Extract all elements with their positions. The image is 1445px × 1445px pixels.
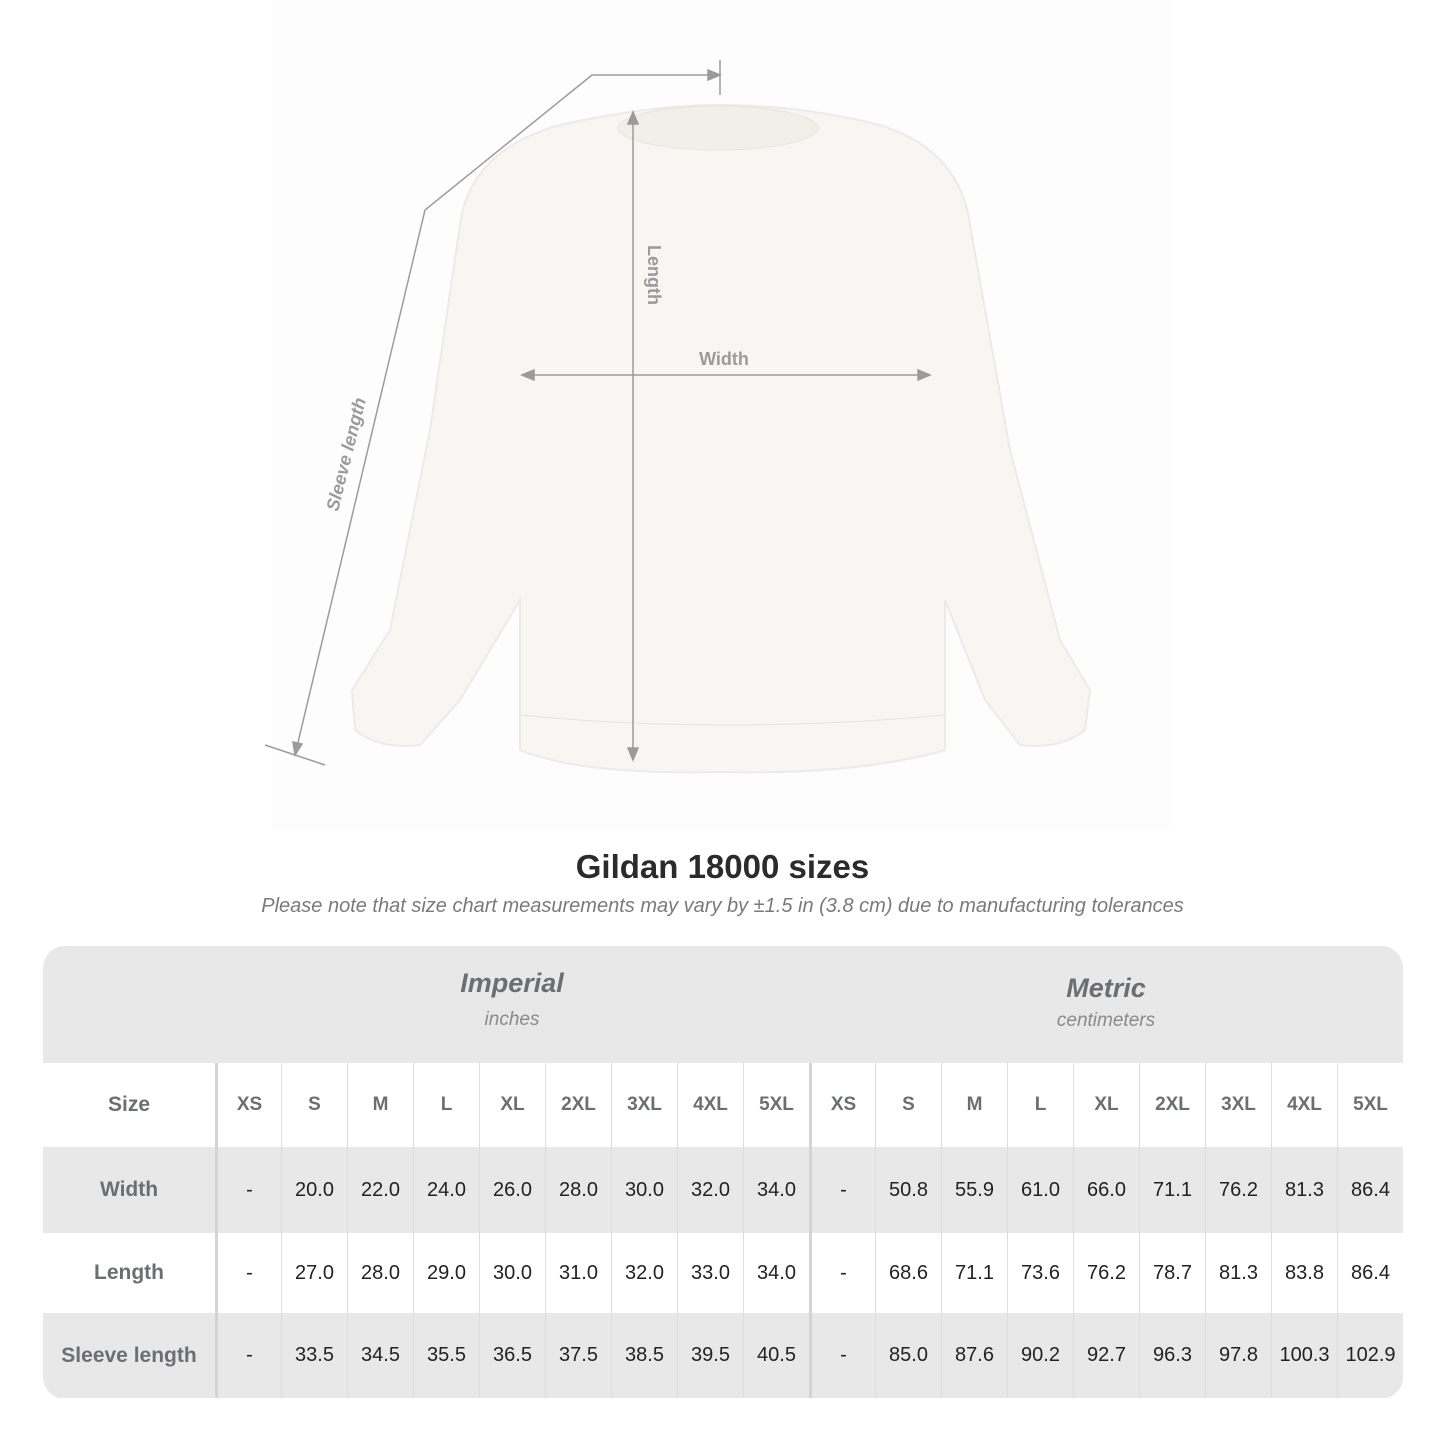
imperial-value-cell: 20.0 <box>281 1147 347 1233</box>
metric-value-cell: 76.2 <box>1205 1147 1271 1233</box>
imperial-size-header: 5XL <box>743 1063 809 1147</box>
imperial-size-header: S <box>281 1063 347 1147</box>
imperial-size-header: 3XL <box>611 1063 677 1147</box>
metric-size-header: 2XL <box>1139 1063 1205 1147</box>
imperial-size-header: 4XL <box>677 1063 743 1147</box>
imperial-value-cell: 33.5 <box>281 1313 347 1398</box>
imperial-value-cell: 33.0 <box>677 1233 743 1313</box>
metric-value-cell: 87.6 <box>941 1313 1007 1398</box>
metric-value-cell: 73.6 <box>1007 1233 1073 1313</box>
metric-value-cell: 96.3 <box>1139 1313 1205 1398</box>
imperial-size-header: M <box>347 1063 413 1147</box>
imperial-value-cell: 36.5 <box>479 1313 545 1398</box>
metric-value-cell: 86.4 <box>1337 1147 1403 1233</box>
imperial-value-cell: 32.0 <box>677 1147 743 1233</box>
imperial-value-cell: 40.5 <box>743 1313 809 1398</box>
metric-value-cell: 100.3 <box>1271 1313 1337 1398</box>
sweatshirt-image <box>350 103 1092 774</box>
imperial-value-cell: 24.0 <box>413 1147 479 1233</box>
table-row: Sleeve length -33.5 34.5 35.5 36.5 37.5 38.5 39… <box>43 1313 1403 1398</box>
metric-value-cell: 78.7 <box>1139 1233 1205 1313</box>
metric-value-cell: 90.2 <box>1007 1313 1073 1398</box>
metric-title: Metric <box>1066 973 1146 1003</box>
imperial-value-cell: 37.5 <box>545 1313 611 1398</box>
imperial-value-cell: 34.0 <box>743 1147 809 1233</box>
sweatshirt-illustration: Length Width Sleeve length <box>264 60 1092 774</box>
imperial-value-cell: 32.0 <box>611 1233 677 1313</box>
metric-value-cell: - <box>809 1233 875 1313</box>
metric-value-cell: - <box>809 1147 875 1233</box>
metric-value-cell: 66.0 <box>1073 1147 1139 1233</box>
imperial-value-cell: 26.0 <box>479 1147 545 1233</box>
tolerance-note: Please note that size chart measurements… <box>261 895 1184 917</box>
page-title: Gildan 18000 sizes <box>575 848 870 885</box>
imperial-value-cell: 34.5 <box>347 1313 413 1398</box>
imperial-value-cell: 35.5 <box>413 1313 479 1398</box>
row-label: Length <box>94 1261 164 1284</box>
metric-size-header: XL <box>1073 1063 1139 1147</box>
metric-value-cell: 71.1 <box>941 1233 1007 1313</box>
metric-value-cell: 92.7 <box>1073 1313 1139 1398</box>
table-row: Width -20.0 22.0 24.0 26.0 28.0 30.0 32.0 34.0-5… <box>43 1147 1403 1233</box>
metric-header: Metric centimeters <box>809 973 1403 1032</box>
metric-size-header: M <box>941 1063 1007 1147</box>
metric-value-cell: 81.3 <box>1271 1147 1337 1233</box>
imperial-value-cell: 34.0 <box>743 1233 809 1313</box>
imperial-value-cell: 38.5 <box>611 1313 677 1398</box>
metric-value-cell: 61.0 <box>1007 1147 1073 1233</box>
imperial-value-cell: - <box>215 1233 281 1313</box>
size-header-label: Size <box>107 1093 151 1116</box>
metric-size-header: 5XL <box>1337 1063 1403 1147</box>
imperial-value-cell: 39.5 <box>677 1313 743 1398</box>
metric-value-cell: 83.8 <box>1271 1233 1337 1313</box>
metric-value-cell: 102.9 <box>1337 1313 1403 1398</box>
unit-header-band: Imperial inches Metric centimeters <box>43 946 1403 1063</box>
imperial-size-header: XS <box>215 1063 281 1147</box>
imperial-value-cell: 28.0 <box>545 1147 611 1233</box>
metric-value-cell: 85.0 <box>875 1313 941 1398</box>
imperial-value-cell: 29.0 <box>413 1233 479 1313</box>
imperial-size-header: 2XL <box>545 1063 611 1147</box>
metric-value-cell: 50.8 <box>875 1147 941 1233</box>
metric-size-header: 4XL <box>1271 1063 1337 1147</box>
metric-value-cell: 97.8 <box>1205 1313 1271 1398</box>
sleeve-dimension-line <box>294 74 720 756</box>
metric-value-cell: 71.1 <box>1139 1147 1205 1233</box>
imperial-value-cell: - <box>215 1313 281 1398</box>
imperial-value-cell: 30.0 <box>611 1147 677 1233</box>
metric-size-header: L <box>1007 1063 1073 1147</box>
metric-value-cell: 68.6 <box>875 1233 941 1313</box>
imperial-value-cell: - <box>215 1147 281 1233</box>
imperial-size-header: L <box>413 1063 479 1147</box>
metric-value-cell: - <box>809 1313 875 1398</box>
metric-value-cell: 76.2 <box>1073 1233 1139 1313</box>
metric-size-header: 3XL <box>1205 1063 1271 1147</box>
row-label: Width <box>99 1178 159 1201</box>
imperial-value-cell: 27.0 <box>281 1233 347 1313</box>
metric-value-cell: 86.4 <box>1337 1233 1403 1313</box>
imperial-title: Imperial <box>460 968 564 998</box>
size-table: Imperial inches Metric centimeters Size X… <box>43 946 1403 1399</box>
metric-size-header: S <box>875 1063 941 1147</box>
table-row: Length -27.0 28.0 29.0 30.0 31.0 32.0 33.0 34.0-… <box>43 1233 1403 1313</box>
length-label: Length <box>644 245 664 305</box>
metric-value-cell: 55.9 <box>941 1147 1007 1233</box>
metric-size-header: XS <box>809 1063 875 1147</box>
imperial-value-cell: 22.0 <box>347 1147 413 1233</box>
imperial-value-cell: 31.0 <box>545 1233 611 1313</box>
imperial-size-header: XL <box>479 1063 545 1147</box>
width-label: Width <box>699 349 749 369</box>
metric-value-cell: 81.3 <box>1205 1233 1271 1313</box>
metric-unit: centimeters <box>1056 1010 1156 1031</box>
imperial-value-cell: 30.0 <box>479 1233 545 1313</box>
imperial-value-cell: 28.0 <box>347 1233 413 1313</box>
row-label: Sleeve length <box>61 1343 197 1367</box>
imperial-header: Imperial inches <box>215 968 809 1031</box>
size-header-row: Size XS S M L XL 2XL 3XL 4XL 5XL XS S M L XL 2XL 3XL 4XL 5… <box>43 1063 1403 1147</box>
imperial-unit: inches <box>484 1009 540 1030</box>
